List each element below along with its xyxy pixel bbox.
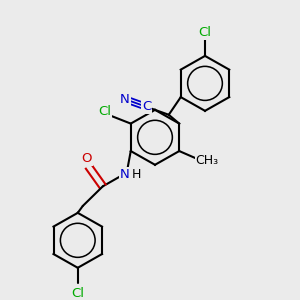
- Text: O: O: [82, 152, 92, 165]
- Text: N: N: [120, 168, 130, 181]
- Text: Cl: Cl: [199, 26, 212, 39]
- Text: Cl: Cl: [71, 287, 84, 300]
- Text: H: H: [132, 168, 141, 181]
- Text: N: N: [120, 93, 130, 106]
- Text: C: C: [142, 100, 152, 113]
- Text: CH₃: CH₃: [196, 154, 219, 167]
- Text: Cl: Cl: [98, 105, 111, 118]
